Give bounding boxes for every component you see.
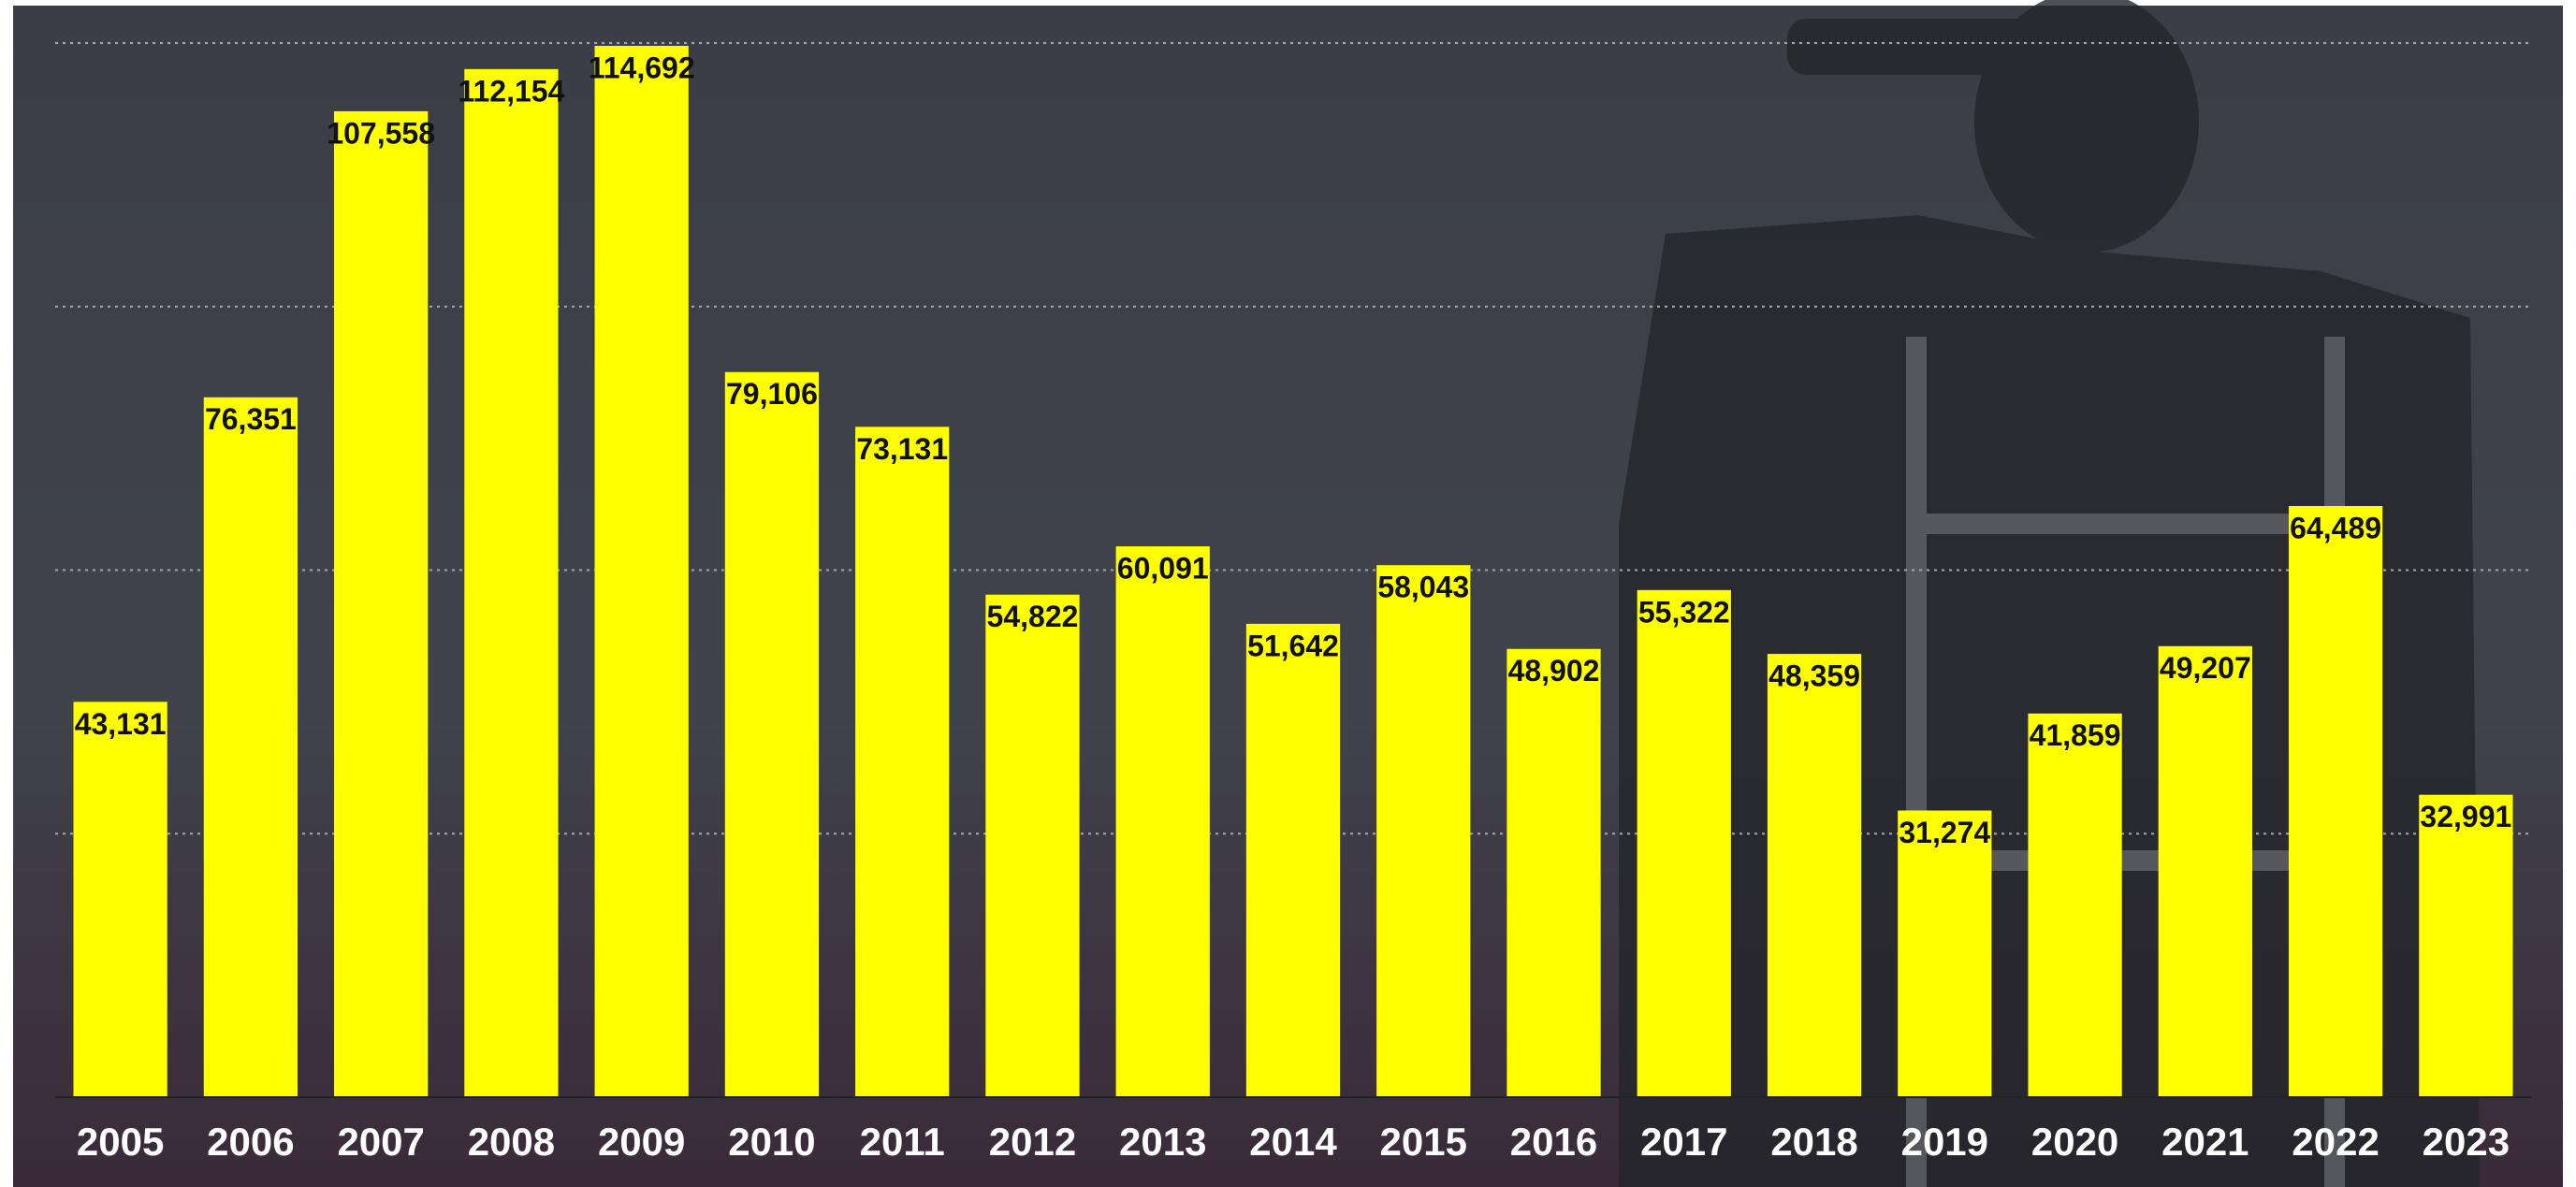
bar xyxy=(464,68,559,1098)
bar xyxy=(2288,506,2383,1097)
x-tick-label: 2014 xyxy=(1249,1120,1337,1164)
value-label: 107,558 xyxy=(327,116,435,150)
bar xyxy=(73,702,167,1097)
value-label: 60,091 xyxy=(1117,552,1209,586)
value-label: 48,902 xyxy=(1508,654,1600,688)
bar xyxy=(203,397,298,1097)
x-tick-label: 2021 xyxy=(2161,1120,2249,1164)
x-tick-label: 2013 xyxy=(1119,1120,1206,1164)
x-tick-label: 2008 xyxy=(468,1120,555,1164)
value-label: 43,131 xyxy=(75,707,167,741)
x-tick-label: 2006 xyxy=(207,1120,294,1164)
x-tick-label: 2018 xyxy=(1770,1120,1857,1164)
value-label: 58,043 xyxy=(1377,571,1469,604)
value-label: 49,207 xyxy=(2160,651,2251,685)
bar xyxy=(1115,546,1210,1097)
bar xyxy=(724,371,820,1097)
value-label: 41,859 xyxy=(2030,718,2121,752)
value-label: 55,322 xyxy=(1638,595,1730,629)
value-label: 51,642 xyxy=(1247,629,1339,662)
x-tick-label: 2022 xyxy=(2292,1120,2379,1164)
bar xyxy=(334,110,429,1097)
value-label: 32,991 xyxy=(2420,800,2511,833)
x-tick-label: 2023 xyxy=(2423,1120,2510,1164)
value-label: 112,154 xyxy=(458,74,564,108)
x-tick-label: 2019 xyxy=(1901,1120,1988,1164)
value-label: 31,274 xyxy=(1899,816,1990,849)
bar xyxy=(2028,713,2122,1097)
value-label: 114,692 xyxy=(589,51,695,84)
x-tick-label: 2005 xyxy=(77,1120,164,1164)
bar xyxy=(1767,654,1862,1097)
value-label: 54,822 xyxy=(987,600,1079,633)
bar xyxy=(985,594,1080,1097)
x-tick-label: 2007 xyxy=(337,1120,424,1164)
x-tick-label: 2020 xyxy=(2031,1120,2118,1164)
value-label: 73,131 xyxy=(856,432,948,466)
x-tick-label: 2010 xyxy=(728,1120,815,1164)
bar xyxy=(1506,648,1601,1097)
value-label: 76,351 xyxy=(205,402,297,436)
bar xyxy=(1376,565,1471,1097)
bar xyxy=(1637,589,1731,1097)
value-label: 79,106 xyxy=(726,377,818,411)
x-tick-label: 2016 xyxy=(1510,1120,1597,1164)
bar xyxy=(594,46,689,1097)
value-label: 64,489 xyxy=(2290,511,2381,544)
bar xyxy=(1898,810,1992,1097)
x-tick-label: 2009 xyxy=(598,1120,685,1164)
x-tick-label: 2015 xyxy=(1380,1120,1467,1164)
bar xyxy=(2419,794,2513,1097)
x-tick-label: 2017 xyxy=(1640,1120,1727,1164)
value-label: 48,359 xyxy=(1768,659,1860,693)
bar xyxy=(855,427,950,1098)
bar xyxy=(2158,645,2252,1097)
x-tick-label: 2011 xyxy=(860,1120,945,1164)
bar xyxy=(1245,623,1341,1097)
x-tick-label: 2012 xyxy=(989,1120,1076,1164)
